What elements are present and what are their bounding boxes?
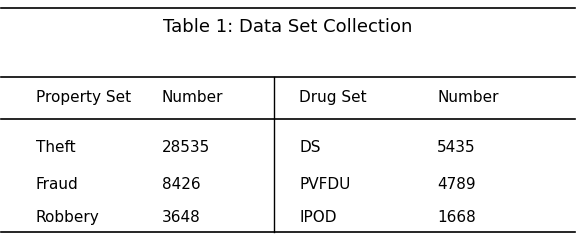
Text: Robbery: Robbery [36,210,100,225]
Text: Theft: Theft [36,140,75,155]
Text: 28535: 28535 [162,140,210,155]
Text: Property Set: Property Set [36,90,131,105]
Text: Table 1: Data Set Collection: Table 1: Data Set Collection [164,18,412,36]
Text: PVFDU: PVFDU [300,177,351,192]
Text: DS: DS [300,140,321,155]
Text: Fraud: Fraud [36,177,78,192]
Text: 8426: 8426 [162,177,200,192]
Text: Number: Number [162,90,223,105]
Text: IPOD: IPOD [300,210,337,225]
Text: Number: Number [437,90,499,105]
Text: Drug Set: Drug Set [300,90,367,105]
Text: 1668: 1668 [437,210,476,225]
Text: 4789: 4789 [437,177,476,192]
Text: 3648: 3648 [162,210,200,225]
Text: 5435: 5435 [437,140,476,155]
